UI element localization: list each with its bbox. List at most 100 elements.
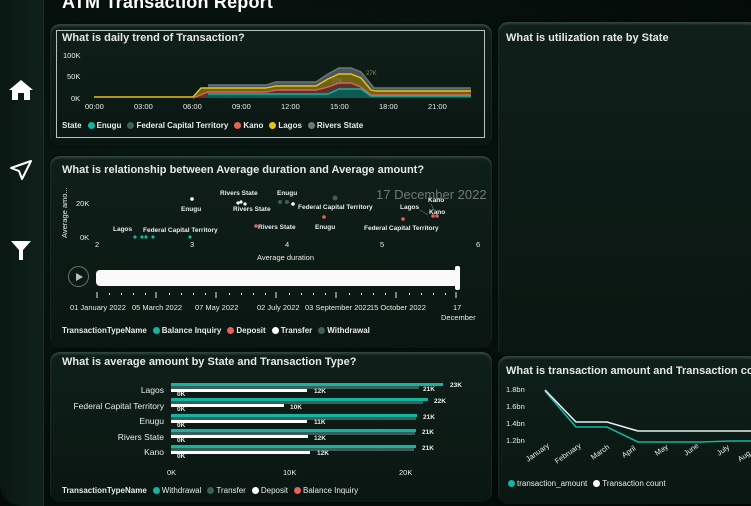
svg-text:21K: 21K [422, 445, 434, 452]
svg-text:0K: 0K [177, 437, 186, 444]
send-icon [10, 160, 32, 180]
amount-count-panel[interactable] [498, 356, 751, 504]
legend-dot-icon [207, 487, 215, 494]
svg-text:Enugu: Enugu [139, 416, 164, 426]
scatter-points[interactable] [133, 195, 439, 239]
play-axis-date: 15 October 2022 [370, 303, 426, 312]
svg-text:Federal Capital Territory: Federal Capital Territory [364, 225, 439, 232]
scatter-chart[interactable]: Average amo... 20K 0K 2 3 4 5 6 Average … [56, 182, 486, 266]
legend-dot-icon [593, 480, 601, 487]
svg-text:12K: 12K [314, 388, 326, 395]
legend-item-transaction-count[interactable]: Transaction count [593, 479, 666, 488]
navigate-button[interactable] [7, 156, 35, 184]
avg-amount-chart[interactable]: Lagos Federal Capital Territory Enugu Ri… [56, 376, 486, 478]
filter-button[interactable] [7, 236, 35, 264]
amount-count-chart[interactable]: 1.8bn 1.6bn 1.4bn 1.2bn January February… [500, 380, 751, 470]
x-axis-label: Average duration [257, 253, 314, 262]
svg-text:22K: 22K [434, 398, 446, 405]
x-tick: 21:00 [428, 102, 447, 111]
legend-item-deposit[interactable]: Deposit [251, 486, 288, 495]
svg-text:Aug: Aug [736, 449, 751, 464]
svg-text:23K: 23K [450, 382, 462, 389]
legend-dot-icon [318, 327, 326, 334]
svg-text:January: January [524, 441, 551, 464]
svg-text:21K: 21K [422, 429, 434, 436]
play-axis-date: 07 May 2022 [195, 303, 239, 312]
legend-label: Withdrawal [161, 486, 202, 495]
x-tick: 00:00 [85, 102, 104, 111]
y-tick: 0K [71, 94, 80, 103]
legend-item-enugu[interactable]: Enugu [87, 121, 122, 130]
play-button[interactable] [68, 266, 89, 287]
svg-text:10K: 10K [290, 404, 302, 411]
y-ticks: 1.8bn 1.6bn 1.4bn 1.2bn [506, 385, 525, 445]
svg-text:Lagos: Lagos [400, 204, 420, 211]
x-tick: 15:00 [330, 102, 349, 111]
svg-text:1.2bn: 1.2bn [506, 436, 525, 445]
legend-dot-icon [234, 122, 242, 129]
x-tick: 09:00 [232, 102, 251, 111]
svg-text:1.6bn: 1.6bn [506, 402, 525, 411]
svg-text:Lagos: Lagos [113, 226, 133, 233]
play-axis-date-watermark: 17 December 2022 [376, 187, 487, 202]
svg-text:0K: 0K [167, 468, 176, 477]
legend-label: transaction_amount [517, 479, 588, 488]
legend-label: Federal Capital Territory [136, 121, 229, 130]
legend-item-transfer[interactable]: Transfer [207, 486, 246, 495]
legend-dot-icon [152, 487, 160, 494]
svg-text:Enugu: Enugu [315, 224, 335, 231]
data-label: 27K [332, 79, 343, 85]
svg-text:Kano: Kano [428, 197, 444, 204]
svg-text:Enugu: Enugu [181, 206, 201, 213]
bars[interactable] [171, 383, 443, 454]
legend-item-lagos[interactable]: Lagos [269, 121, 302, 130]
x-tick: 3 [190, 240, 194, 249]
svg-text:March: March [589, 442, 611, 461]
legend-dot-icon [227, 327, 235, 334]
avg-amount-panel[interactable] [50, 352, 492, 502]
daily-trend-chart[interactable]: 100K 50K 0K 27K 27K 00:00 03:00 06:00 09… [56, 48, 486, 116]
play-axis-slider[interactable] [96, 270, 458, 286]
legend-item-rivers[interactable]: Rivers State [307, 121, 363, 130]
legend-item-deposit[interactable]: Deposit [227, 326, 266, 335]
svg-text:1.4bn: 1.4bn [506, 419, 525, 428]
x-tick: 6 [476, 240, 480, 249]
svg-text:Rivers State: Rivers State [220, 190, 258, 197]
scatter-point-labels: Lagos Federal Capital Territory Enugu Ri… [113, 190, 445, 234]
scatter-panel[interactable] [50, 156, 492, 348]
legend-dot-icon [307, 122, 315, 129]
y-tick: 20K [76, 199, 89, 208]
legend-item-withdrawal[interactable]: Withdrawal [318, 326, 370, 335]
legend-item-transfer[interactable]: Transfer [271, 326, 312, 335]
home-button[interactable] [7, 76, 35, 104]
avg-amount-legend: TransactionTypeName Withdrawal Transfer … [62, 486, 361, 495]
legend-item-balance-inquiry[interactable]: Balance Inquiry [152, 326, 221, 335]
svg-text:20K: 20K [399, 468, 412, 477]
sidebar [0, 0, 44, 506]
legend-title: TransactionTypeName [62, 326, 147, 335]
x-ticks: January February March April May June Ju… [524, 441, 751, 466]
utilization-panel[interactable] [498, 22, 751, 358]
legend-item-balance-inquiry[interactable]: Balance Inquiry [293, 486, 358, 495]
legend-item-fct[interactable]: Federal Capital Territory [127, 121, 228, 130]
svg-text:1.8bn: 1.8bn [506, 385, 525, 394]
legend-item-withdrawal[interactable]: Withdrawal [152, 486, 202, 495]
svg-text:April: April [620, 443, 638, 459]
play-axis-date: 01 January 2022 [70, 303, 126, 312]
legend-label: Enugu [96, 121, 122, 130]
x-tick: 18:00 [379, 102, 398, 111]
svg-text:June: June [682, 441, 700, 458]
svg-text:0K: 0K [177, 391, 186, 398]
legend-dot-icon [508, 480, 515, 487]
legend-label: Lagos [278, 121, 302, 130]
play-axis-handle[interactable] [455, 266, 460, 290]
svg-text:Federal Capital Territory: Federal Capital Territory [298, 204, 373, 211]
legend-item-kano[interactable]: Kano [234, 121, 263, 130]
svg-text:10K: 10K [283, 468, 296, 477]
page-title: ATM Transaction Report [62, 0, 274, 12]
legend-item-transaction-amount[interactable]: transaction_amount [508, 479, 587, 488]
legend-dot-icon [293, 487, 301, 494]
focus-frame [56, 30, 485, 138]
x-tick: 06:00 [183, 102, 202, 111]
svg-text:Federal Capital Territory: Federal Capital Territory [143, 227, 218, 234]
